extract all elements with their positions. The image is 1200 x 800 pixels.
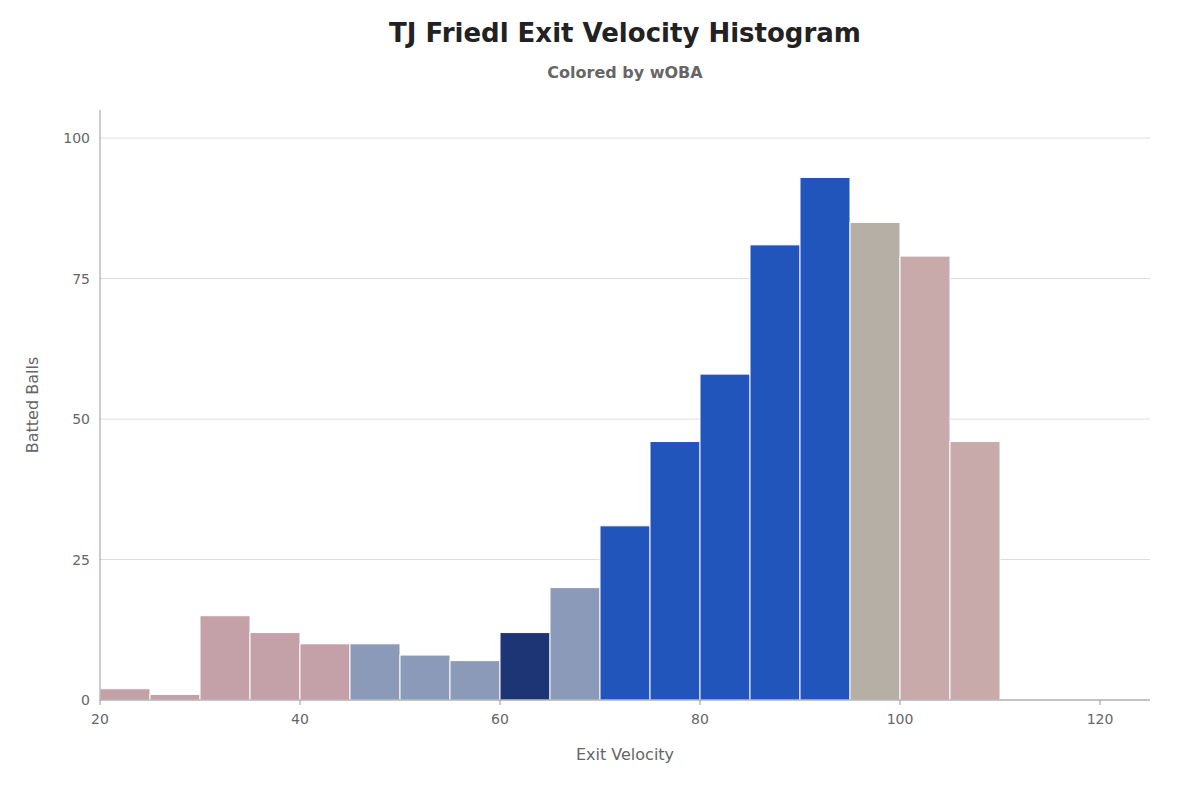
- bar: [450, 661, 500, 700]
- x-axis-label: Exit Velocity: [576, 745, 674, 764]
- bar: [600, 526, 650, 700]
- y-tick-label: 50: [72, 411, 90, 427]
- y-tick-label: 0: [81, 692, 90, 708]
- x-tick-label: 80: [691, 711, 709, 727]
- bar: [250, 633, 300, 700]
- x-tick: [900, 700, 901, 705]
- bar: [900, 256, 950, 700]
- bar: [400, 655, 450, 700]
- bar: [350, 644, 400, 700]
- y-axis-line: [100, 110, 101, 700]
- bar: [500, 633, 550, 700]
- bar: [750, 245, 800, 700]
- x-tick: [300, 700, 301, 705]
- bar: [950, 442, 1000, 700]
- grid-line: [100, 278, 1150, 279]
- subtitle: Colored by wOBA: [547, 63, 703, 82]
- y-tick-label: 25: [72, 552, 90, 568]
- title: TJ Friedl Exit Velocity Histogram: [389, 18, 861, 48]
- x-tick-label: 60: [491, 711, 509, 727]
- x-tick-label: 20: [91, 711, 109, 727]
- x-tick-label: 40: [291, 711, 309, 727]
- x-axis-line: [100, 700, 1150, 701]
- bar: [650, 442, 700, 700]
- y-axis-label: Batted Balls: [23, 357, 42, 453]
- x-tick: [1100, 700, 1101, 705]
- grid: [100, 138, 1150, 700]
- bar: [150, 694, 200, 700]
- x-tick-label: 120: [1087, 711, 1114, 727]
- bar: [850, 222, 900, 700]
- x-tick: [700, 700, 701, 705]
- bar: [550, 588, 600, 700]
- x-tick: [500, 700, 501, 705]
- bar: [700, 374, 750, 700]
- bar: [300, 644, 350, 700]
- chart: TJ Friedl Exit Velocity Histogram Colored…: [0, 0, 1200, 800]
- grid-line: [100, 138, 1150, 139]
- grid-line: [100, 419, 1150, 420]
- x-tick: [100, 700, 101, 705]
- bar: [800, 177, 850, 700]
- bar: [100, 689, 150, 700]
- grid-line: [100, 700, 1150, 701]
- y-tick-label: 75: [72, 271, 90, 287]
- x-tick-label: 100: [887, 711, 914, 727]
- y-tick-label: 100: [63, 130, 90, 146]
- bar: [200, 616, 250, 700]
- bars: [100, 177, 1000, 700]
